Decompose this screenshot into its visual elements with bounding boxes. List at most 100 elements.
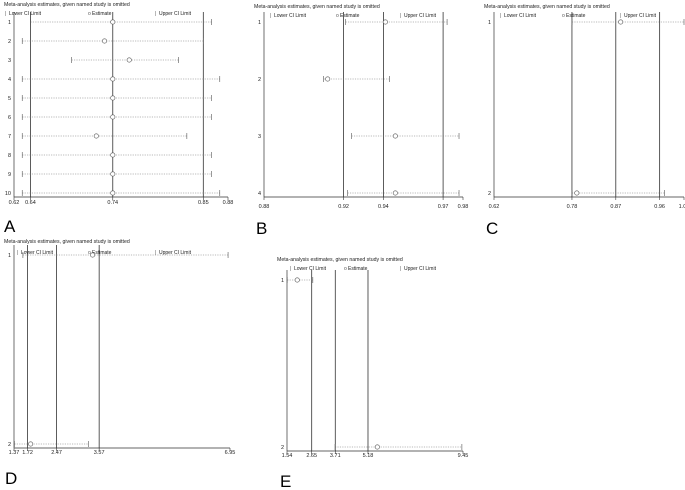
chart-title: Meta-analysis estimates, given named stu…	[484, 4, 610, 10]
legend-entry: Upper CI Limit	[159, 250, 192, 256]
chart-panel-d: Meta-analysis estimates, given named stu…	[4, 239, 235, 488]
estimate-point	[110, 95, 116, 101]
legend-marker-2: o	[562, 13, 565, 19]
legend-entry: Lower CI Limit	[294, 266, 327, 272]
x-tick-label: 0.64	[25, 200, 36, 206]
x-tick-label: 0.88	[259, 204, 270, 210]
estimate-point	[110, 114, 116, 120]
legend: | Lower CI Limit o Estimate | Upper CI Limit	[500, 13, 657, 19]
legend-marker-1: |	[270, 13, 271, 19]
chart-panel-b: Meta-analysis estimates, given named stu…	[254, 4, 468, 238]
x-tick-label: 3.57	[94, 450, 105, 456]
legend-entry: Lower CI Limit	[9, 11, 42, 17]
legend-marker-3: |	[155, 11, 156, 17]
legend-marker-3: |	[400, 13, 401, 19]
legend-entry: Estimate	[340, 13, 360, 19]
estimate-point	[618, 19, 624, 25]
x-tick-label: 0.62	[489, 204, 500, 210]
chart-panel-c: Meta-analysis estimates, given named stu…	[484, 4, 685, 238]
x-tick-label: 1.72	[22, 450, 33, 456]
legend-marker-2: o	[88, 11, 91, 17]
study-label: 1	[8, 253, 11, 259]
estimate-point	[102, 38, 108, 44]
estimate-point	[325, 76, 331, 82]
study-label: 5	[8, 96, 11, 102]
estimate-point	[110, 76, 116, 82]
x-tick-label: 1.37	[9, 450, 20, 456]
legend: | Lower CI Limit o Estimate | Upper CI Limit	[270, 13, 437, 19]
legend-marker-3: |	[155, 250, 156, 256]
estimate-point	[294, 277, 300, 283]
study-label: 2	[8, 39, 11, 45]
x-tick-label: 0.98	[458, 204, 469, 210]
study-label: 3	[8, 58, 11, 64]
legend-entry: Upper CI Limit	[404, 13, 437, 19]
legend-marker-1: |	[500, 13, 501, 19]
legend-marker-2: o	[336, 13, 339, 19]
chart-title: Meta-analysis estimates, given named stu…	[254, 4, 380, 10]
estimate-point	[110, 190, 116, 196]
legend-entry: Lower CI Limit	[21, 250, 54, 256]
panel-label: A	[4, 217, 16, 236]
legend-entry: Lower CI Limit	[274, 13, 307, 19]
legend-marker-3: |	[400, 266, 401, 272]
chart-panel-e: Meta-analysis estimates, given named stu…	[277, 257, 468, 490]
study-label: 8	[8, 153, 11, 159]
x-tick-label: 0.96	[654, 204, 665, 210]
estimate-point	[392, 133, 398, 139]
estimate-point	[110, 152, 116, 158]
panel-label: B	[256, 219, 267, 238]
legend-entry: Estimate	[348, 266, 368, 272]
legend-entry: Estimate	[566, 13, 586, 19]
study-label: 7	[8, 134, 11, 140]
study-label: 2	[8, 442, 11, 448]
x-tick-label: 0.85	[198, 200, 209, 206]
x-tick-label: 0.74	[107, 200, 118, 206]
legend-entry: Estimate	[92, 250, 112, 256]
legend-entry: Estimate	[92, 11, 112, 17]
x-tick-label: 2.47	[51, 450, 62, 456]
estimate-point	[374, 444, 380, 450]
study-label: 4	[8, 77, 11, 83]
estimate-point	[392, 190, 398, 196]
estimate-point	[574, 190, 580, 196]
chart-title: Meta-analysis estimates, given named stu…	[4, 239, 130, 245]
estimate-point	[110, 19, 116, 25]
study-label: 2	[488, 191, 491, 197]
study-label: 3	[258, 134, 261, 140]
legend-entry: Lower CI Limit	[504, 13, 537, 19]
estimate-point	[110, 171, 116, 177]
x-tick-label: 0.78	[567, 204, 578, 210]
legend-marker-2: o	[88, 250, 91, 256]
study-label: 1	[8, 20, 11, 26]
x-tick-label: 5.18	[363, 453, 374, 459]
study-label: 1	[258, 20, 261, 26]
study-label: 1	[281, 278, 284, 284]
panel-label: E	[280, 472, 291, 490]
estimate-point	[93, 133, 99, 139]
estimate-point	[28, 441, 34, 447]
estimate-point	[90, 252, 96, 258]
x-tick-label: 0.62	[9, 200, 20, 206]
legend: | Lower CI Limit o Estimate | Upper CI Limit	[5, 11, 192, 17]
x-tick-label: 2.65	[306, 453, 317, 459]
study-label: 2	[258, 77, 261, 83]
study-label: 9	[8, 172, 11, 178]
x-tick-label: 0.87	[610, 204, 621, 210]
x-tick-label: 0.97	[438, 204, 449, 210]
chart-panel-a: Meta-analysis estimates, given named stu…	[4, 2, 233, 236]
study-label: 10	[5, 191, 11, 197]
legend-marker-3: |	[620, 13, 621, 19]
legend-marker-1: |	[290, 266, 291, 272]
x-tick-label: 3.71	[330, 453, 341, 459]
estimate-point	[126, 57, 132, 63]
estimate-point	[382, 19, 388, 25]
study-label: 6	[8, 115, 11, 121]
x-tick-label: 0.94	[378, 204, 389, 210]
chart-title: Meta-analysis estimates, given named stu…	[4, 2, 130, 8]
x-tick-label: 1.54	[282, 453, 293, 459]
x-tick-label: 0.88	[223, 200, 234, 206]
legend: | Lower CI Limit o Estimate | Upper CI Limit	[290, 266, 437, 272]
legend-marker-2: o	[344, 266, 347, 272]
